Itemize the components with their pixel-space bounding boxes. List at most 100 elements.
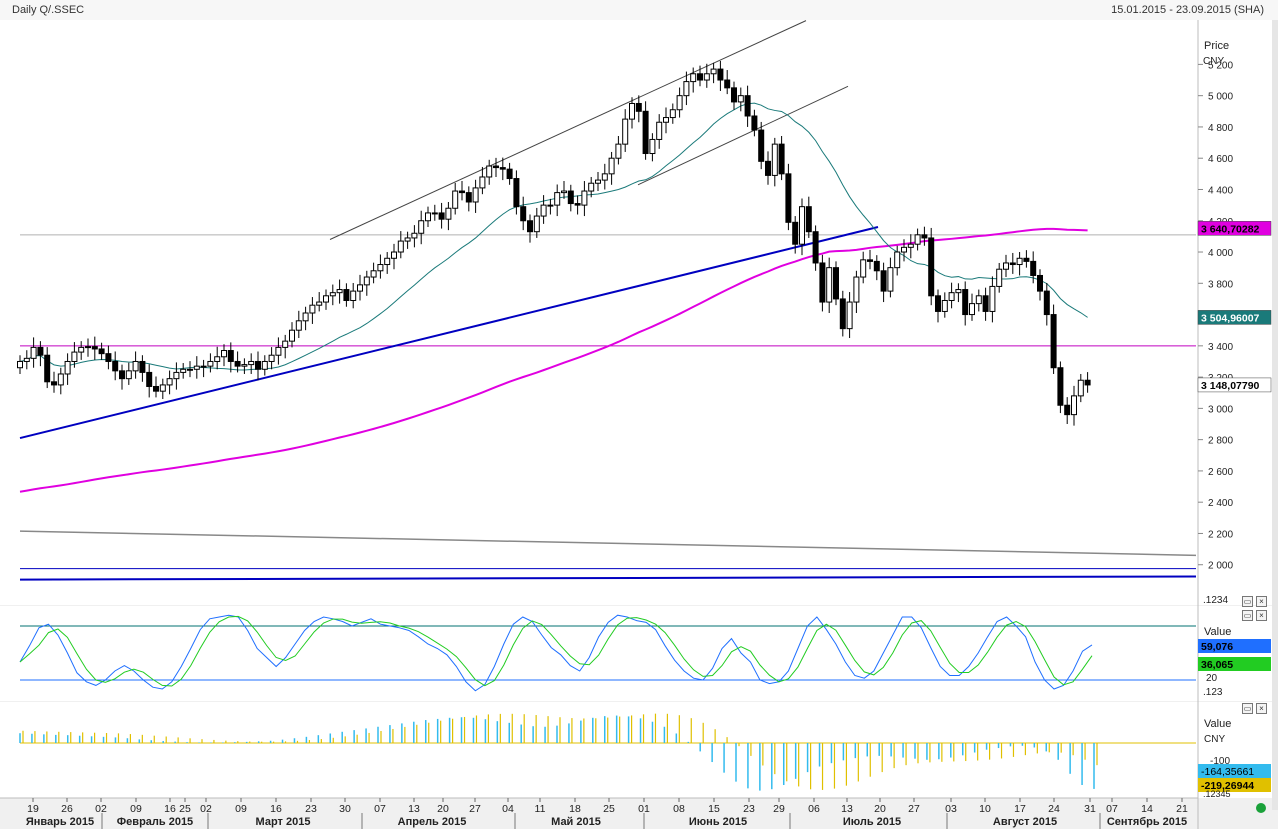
- candle-body: [873, 260, 880, 272]
- candle-body: [241, 364, 248, 367]
- candle-body: [561, 190, 567, 194]
- candle-body: [98, 348, 105, 355]
- candle-body: [343, 289, 350, 301]
- macd-title: Value: [1204, 718, 1231, 730]
- candle-body: [357, 284, 363, 292]
- x-day-label: 20: [437, 803, 449, 815]
- stoch-k-value-box: [1198, 639, 1271, 653]
- candle-body: [1084, 379, 1091, 386]
- x-day-label: 13: [408, 803, 420, 815]
- candle-body: [982, 295, 989, 312]
- candle-body: [975, 295, 982, 305]
- x-day-label: 30: [339, 803, 351, 815]
- candle-body: [527, 220, 533, 233]
- candle-body: [23, 357, 30, 362]
- candle-body: [969, 303, 975, 316]
- candle-body: [57, 373, 64, 386]
- x-month-label: Сентябрь 2015: [1107, 816, 1187, 828]
- pane-close-button[interactable]: ×: [1256, 596, 1267, 607]
- candle-body: [125, 370, 132, 380]
- x-month-label: Август 2015: [993, 816, 1057, 828]
- macd-scale-box: .12345: [1203, 789, 1231, 799]
- candle-body: [710, 68, 717, 75]
- x-day-label: 24: [1048, 803, 1060, 815]
- candle-body: [119, 370, 125, 380]
- candle-body: [785, 173, 792, 223]
- macd-close-button[interactable]: ×: [1256, 703, 1267, 714]
- x-month-label: Февраль 2015: [117, 816, 193, 828]
- candle-body: [989, 285, 996, 312]
- candle-body: [1043, 290, 1050, 316]
- price-pane[interactable]: [0, 20, 1272, 605]
- candle-body: [554, 192, 561, 206]
- candle-body: [132, 360, 139, 372]
- candle-body: [153, 385, 159, 392]
- candle-body: [377, 264, 384, 272]
- x-day-label: 31: [1084, 803, 1096, 815]
- last-price-marker-box: [1197, 377, 1272, 393]
- candle-body: [465, 192, 472, 203]
- ma-long-value-box: [1197, 221, 1272, 236]
- candle-body: [425, 212, 431, 222]
- macd-value-box: [1198, 764, 1271, 778]
- stoch-close-button[interactable]: ×: [1256, 610, 1267, 621]
- candle-body: [935, 295, 941, 312]
- stoch-maximize-button[interactable]: ▭: [1242, 610, 1253, 621]
- x-day-label: 09: [235, 803, 247, 815]
- x-day-label: 29: [773, 803, 785, 815]
- candle-body: [615, 143, 622, 159]
- vertical-scrollbar[interactable]: [1272, 20, 1278, 810]
- candle-body: [765, 160, 771, 176]
- candle-body: [540, 204, 547, 217]
- candle-body: [948, 292, 955, 301]
- date-range: 15.01.2015 - 23.09.2015 (SHA): [1111, 4, 1264, 16]
- x-day-label: 06: [808, 803, 820, 815]
- candle-body: [51, 381, 57, 386]
- candle-body: [139, 360, 146, 373]
- candle-body: [595, 179, 601, 184]
- candle-body: [1023, 257, 1030, 262]
- channel-line-upper: [329, 20, 807, 240]
- stoch-d-value-box: [1198, 657, 1271, 671]
- candle-body: [295, 320, 302, 331]
- candle-body: [404, 237, 411, 242]
- candle-body: [506, 168, 513, 180]
- macd-pane[interactable]: [0, 702, 1272, 798]
- candle-body: [778, 143, 785, 175]
- candle-body: [1009, 262, 1016, 266]
- candle-body: [520, 206, 527, 222]
- candle-body: [567, 190, 574, 205]
- x-day-label: 18: [569, 803, 581, 815]
- x-month-label: Апрель 2015: [398, 816, 467, 828]
- ma-long-value: 3 640,70282: [1201, 223, 1260, 235]
- y-tick-label: 3 000: [1208, 404, 1233, 415]
- candle-body: [255, 360, 261, 370]
- stoch-scale-box: .123: [1203, 687, 1223, 698]
- candle-body: [833, 267, 839, 300]
- macd-value: -164,35661: [1201, 766, 1254, 778]
- x-day-label: 27: [908, 803, 920, 815]
- candle-body: [697, 73, 703, 81]
- x-day-label: 20: [874, 803, 886, 815]
- candle-body: [887, 267, 894, 292]
- candle-body: [105, 353, 112, 362]
- macd-maximize-button[interactable]: ▭: [1242, 703, 1253, 714]
- candle-body: [839, 298, 846, 330]
- trend-line: [19, 226, 879, 440]
- candle-body: [819, 262, 826, 303]
- candle-body: [248, 360, 255, 366]
- y-tick-label: 4 800: [1208, 123, 1233, 134]
- y-tick-label: 4 600: [1208, 154, 1233, 165]
- stochastic-pane[interactable]: [0, 606, 1272, 701]
- candle-body: [221, 350, 227, 358]
- candle-body: [363, 276, 370, 286]
- candle-body: [724, 79, 731, 89]
- candle-body: [159, 384, 166, 392]
- candle-body: [227, 350, 234, 362]
- candle-body: [479, 176, 486, 189]
- pane-maximize-button[interactable]: ▭: [1242, 596, 1253, 607]
- candle-body: [261, 360, 268, 370]
- candle-body: [431, 212, 438, 215]
- x-day-label: 27: [469, 803, 481, 815]
